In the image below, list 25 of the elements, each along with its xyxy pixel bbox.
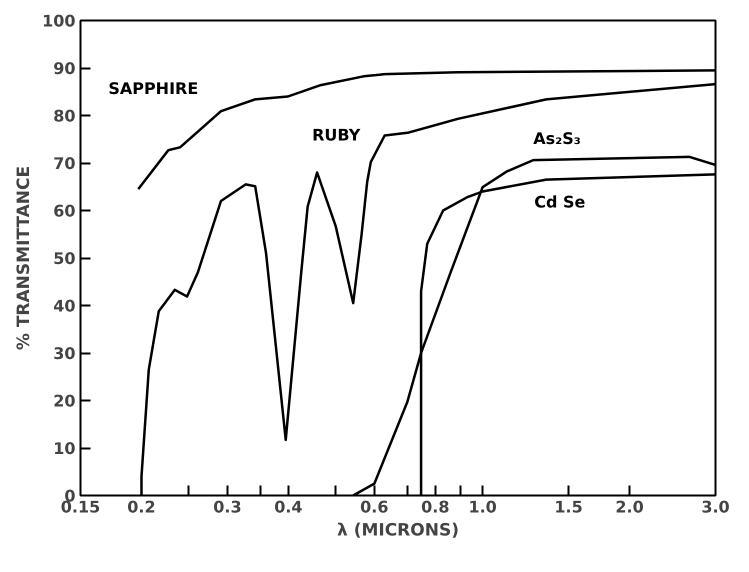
- series-label: As₂S₃: [533, 129, 581, 148]
- x-tick-label: 1.0: [468, 498, 497, 516]
- y-tick-label: 50: [53, 249, 76, 268]
- series-label: SAPPHIRE: [108, 79, 198, 98]
- y-tick-label: 40: [53, 296, 76, 316]
- x-tick-label: 0.3: [213, 498, 242, 516]
- x-tick-label: 0.6: [360, 498, 389, 516]
- y-tick-label: 20: [53, 392, 76, 410]
- x-tick-label: 0.8: [421, 498, 450, 516]
- x-tick-label: 3.0: [701, 498, 730, 516]
- y-tick-label: 90: [53, 59, 76, 78]
- y-tick-label: 30: [53, 344, 76, 363]
- y-tick-label: 60: [53, 202, 76, 220]
- series-label: RUBY: [312, 126, 361, 144]
- x-tick-label: 1.5: [554, 498, 583, 516]
- y-tick-label: 70: [53, 154, 76, 173]
- x-tick-label: 0.2: [127, 498, 156, 516]
- y-tick-label: 80: [53, 106, 76, 126]
- y-tick-label: 100: [42, 12, 76, 30]
- x-tick-label: 2.0: [615, 498, 644, 516]
- y-axis-title: % TRANSMITTANCE: [14, 166, 34, 350]
- series-label: Cd Se: [534, 192, 586, 212]
- x-axis-title: λ (MICRONS): [337, 520, 459, 540]
- y-tick-label: 10: [53, 439, 76, 458]
- x-tick-label: 0.4: [274, 498, 303, 516]
